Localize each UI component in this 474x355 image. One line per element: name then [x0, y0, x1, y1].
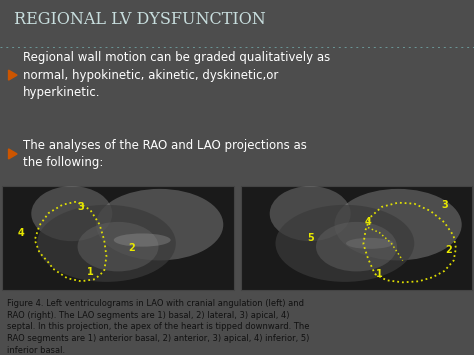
Text: REGIONAL LV DYSFUNCTION: REGIONAL LV DYSFUNCTION — [14, 11, 266, 28]
Text: Figure 4. Left ventriculograms in LAO with cranial angulation (left) and
RAO (ri: Figure 4. Left ventriculograms in LAO wi… — [7, 299, 310, 355]
Ellipse shape — [335, 189, 462, 261]
Text: 3: 3 — [441, 200, 448, 210]
Polygon shape — [9, 149, 17, 159]
Text: 1: 1 — [87, 267, 94, 277]
Ellipse shape — [78, 222, 158, 272]
Text: 2: 2 — [128, 243, 135, 253]
Ellipse shape — [316, 222, 397, 272]
Circle shape — [114, 234, 171, 247]
FancyBboxPatch shape — [241, 186, 472, 290]
Text: 1: 1 — [376, 269, 383, 279]
FancyBboxPatch shape — [2, 186, 234, 290]
Text: 3: 3 — [78, 202, 84, 212]
Circle shape — [346, 238, 393, 249]
Ellipse shape — [275, 205, 414, 282]
Text: 4: 4 — [365, 217, 372, 227]
Ellipse shape — [96, 189, 223, 261]
Ellipse shape — [37, 205, 176, 282]
Text: Regional wall motion can be graded qualitatively as
normal, hypokinetic, akineti: Regional wall motion can be graded quali… — [23, 51, 330, 99]
Text: 5: 5 — [307, 233, 314, 243]
Ellipse shape — [270, 186, 351, 241]
Text: The analyses of the RAO and LAO projections as
the following:: The analyses of the RAO and LAO projecti… — [23, 139, 307, 169]
Text: 2: 2 — [446, 245, 452, 255]
Ellipse shape — [31, 186, 112, 241]
Text: 4: 4 — [18, 228, 24, 238]
Polygon shape — [9, 70, 17, 80]
